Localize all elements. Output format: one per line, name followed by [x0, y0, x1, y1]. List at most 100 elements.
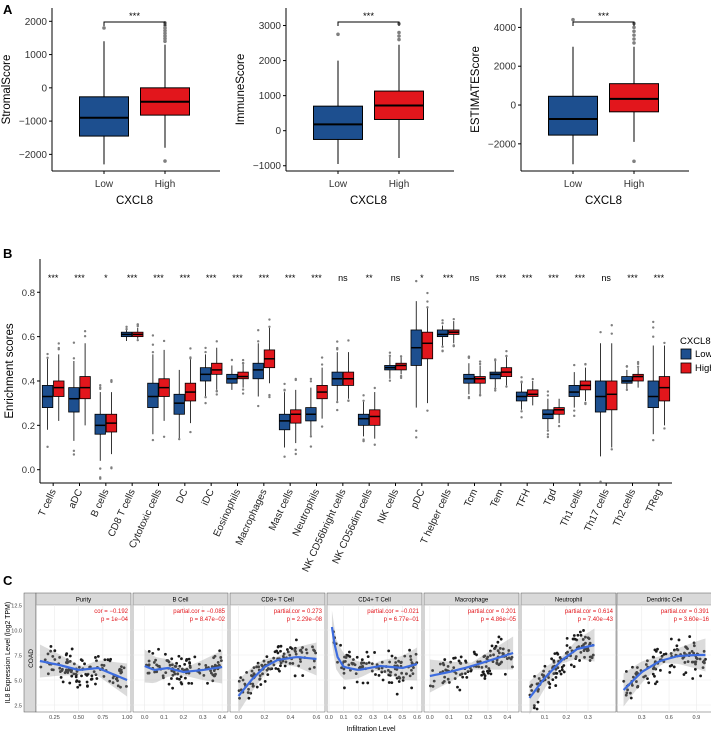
outlier-point	[72, 341, 76, 344]
scatter-point	[373, 651, 376, 654]
scatter-point	[683, 651, 686, 655]
outlier-point	[336, 408, 339, 412]
scatter-point	[547, 676, 550, 679]
scatter-point	[176, 672, 180, 676]
x-tick-label: 0.2	[261, 715, 269, 721]
scatter-point	[49, 649, 52, 653]
scatter-point	[74, 673, 78, 677]
outlier-point	[441, 345, 444, 348]
outlier-point	[241, 388, 245, 391]
p-value-label: p = 8.47e−02	[190, 617, 226, 623]
outlier-point	[125, 325, 128, 329]
scatter-point	[187, 681, 191, 685]
outlier-point	[415, 279, 418, 283]
scatter-point	[277, 644, 280, 648]
scatter-point	[68, 654, 72, 658]
y-axis-label: Enrichment scores	[4, 323, 16, 418]
outlier-point	[520, 410, 523, 413]
scatter-point	[400, 671, 404, 675]
y-tick-label: 3000	[259, 21, 282, 32]
scatter-point	[246, 691, 250, 694]
outlier-point	[320, 425, 324, 428]
scatter-point	[494, 644, 498, 648]
scatter-point	[554, 675, 558, 679]
scatter-point	[692, 644, 696, 648]
scatter-point	[355, 655, 359, 659]
outlier-point	[652, 326, 655, 329]
fit-line	[39, 659, 128, 682]
scatter-point	[209, 669, 212, 673]
scatter-point	[483, 654, 487, 658]
x-tick-label: 0.0	[426, 715, 434, 721]
scatter-point	[219, 656, 223, 659]
scatter-point	[675, 648, 679, 651]
x-tick-label: 0.3	[369, 715, 377, 721]
scatter-point	[122, 666, 126, 670]
correlation-label: partial.cor = −0.021	[367, 609, 419, 615]
outlier-point	[388, 351, 392, 354]
outlier-point	[520, 376, 523, 379]
x-tick-label: 0.2	[465, 715, 473, 721]
scatter-point	[301, 674, 305, 677]
scatter-point	[390, 681, 394, 685]
box-high	[609, 83, 659, 113]
scatter-point	[85, 680, 89, 684]
outlier-point	[441, 319, 444, 322]
outlier-point	[162, 339, 166, 343]
outlier-point	[520, 416, 523, 419]
scatter-point	[395, 668, 399, 671]
scatter-point	[644, 674, 647, 678]
scatter-point	[360, 661, 364, 665]
outlier-point	[494, 387, 497, 390]
scatter-point	[255, 685, 259, 689]
scatter-point	[58, 666, 62, 670]
outlier-point	[215, 340, 218, 343]
outlier-point	[83, 329, 87, 333]
box-chart-A2: −1000 0 1000 2000 3000 ImmuneScore Low HighCXCL…	[235, 8, 454, 207]
scatter-point	[579, 633, 583, 637]
scatter-point	[111, 676, 115, 680]
scatter-point	[377, 667, 381, 670]
box-low	[568, 385, 580, 397]
correlation-label: cor = −0.192	[94, 609, 128, 615]
legend-label: High	[695, 363, 711, 374]
outlier-point	[399, 376, 403, 380]
legend: CXCL8 Low High	[680, 336, 711, 374]
x-tick-label: High	[389, 179, 410, 190]
scatter-point	[509, 657, 513, 661]
scatter-point	[669, 652, 673, 655]
outlier-point	[362, 394, 365, 397]
significance-label: ***	[548, 273, 559, 283]
scatter-point	[167, 660, 171, 664]
scatter-point	[460, 672, 464, 676]
outlier-point	[610, 324, 613, 327]
correlation-label: partial.cor = 0.391	[661, 609, 710, 615]
scatter-point	[178, 664, 182, 668]
significance-label: ***	[48, 273, 59, 283]
outlier-point	[505, 385, 508, 388]
scatter-point	[66, 660, 70, 664]
scatter-point	[626, 688, 629, 692]
outlier-point	[241, 358, 245, 362]
y-tick-label: 7.5	[14, 654, 22, 660]
x-tick-label: 0.4	[384, 715, 392, 721]
scatter-point	[276, 667, 280, 671]
scatter-point	[702, 661, 706, 665]
scatter-point	[53, 649, 57, 653]
scatter-point	[500, 660, 503, 664]
outlier-point	[125, 327, 128, 331]
scatter-point	[65, 658, 69, 662]
scatter-point	[653, 674, 656, 678]
scatter-point	[274, 667, 278, 670]
scatter-point	[635, 666, 639, 669]
scatter-point	[298, 649, 302, 652]
box-low	[313, 105, 363, 140]
box-low	[436, 329, 449, 338]
scatter-point	[188, 661, 192, 665]
outlier-point	[478, 362, 482, 366]
x-tick-label: 0.5	[399, 715, 407, 721]
scatter-point	[157, 647, 160, 651]
scatter-point	[542, 669, 546, 673]
significance-label: ***	[443, 273, 454, 283]
